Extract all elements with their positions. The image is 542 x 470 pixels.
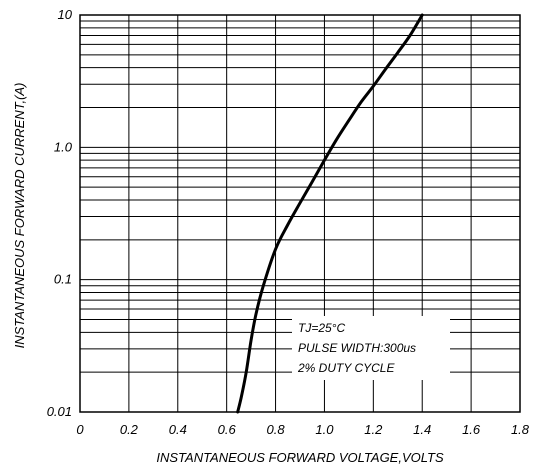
grid-layer xyxy=(80,15,520,412)
x-tick-label: 0.8 xyxy=(267,422,286,437)
y-tick-label: 1.0 xyxy=(54,139,73,154)
annotation-temperature: TJ=25°C xyxy=(298,321,345,335)
x-axis-title: INSTANTANEOUS FORWARD VOLTAGE,VOLTS xyxy=(156,450,444,465)
y-tick-labels: 0.01 0.1 1.0 10 xyxy=(47,7,73,419)
x-tick-label: 1.8 xyxy=(511,422,530,437)
annotation-pulse-width: PULSE WIDTH:300us xyxy=(298,341,416,355)
series-layer xyxy=(236,13,424,414)
x-tick-label: 0.6 xyxy=(218,422,237,437)
y-tick-label: 0.01 xyxy=(47,404,72,419)
x-tick-label: 1.0 xyxy=(315,422,334,437)
x-tick-labels: 0 0.2 0.4 0.6 0.8 1.0 1.2 1.4 1.6 1.8 xyxy=(76,422,529,437)
y-tick-label: 0.1 xyxy=(54,272,72,287)
annotation-duty-cycle: 2% DUTY CYCLE xyxy=(297,361,395,375)
x-tick-label: 0 xyxy=(76,422,84,437)
x-tick-label: 1.2 xyxy=(364,422,383,437)
y-axis-title: INSTANTANEOUS FORWARD CURRENT,(A) xyxy=(12,83,27,349)
annotation-box: TJ=25°C PULSE WIDTH:300us 2% DUTY CYCLE xyxy=(292,316,450,380)
x-tick-label: 1.6 xyxy=(462,422,481,437)
annotation-background xyxy=(292,316,450,380)
x-tick-label: 1.4 xyxy=(413,422,431,437)
x-tick-label: 0.2 xyxy=(120,422,139,437)
forward-characteristic-curve xyxy=(236,13,424,414)
plot-frame xyxy=(79,14,521,413)
y-tick-label: 10 xyxy=(58,7,73,22)
x-tick-label: 0.4 xyxy=(169,422,187,437)
